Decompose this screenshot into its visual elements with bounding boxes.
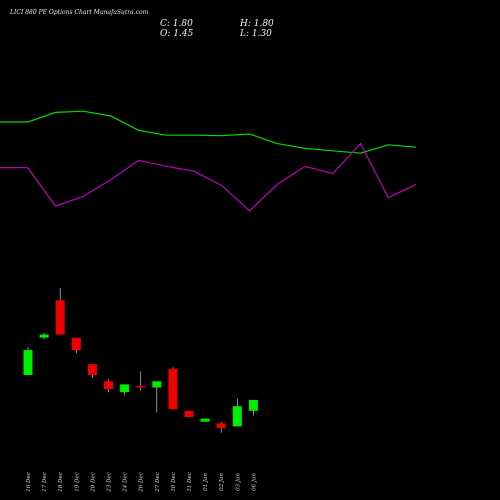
date-label: 06 Jan — [251, 473, 257, 491]
candle-body — [87, 364, 97, 375]
candle-body — [120, 384, 130, 393]
candle-body — [200, 418, 210, 422]
date-label: 27 Dec — [155, 472, 161, 493]
candle-body — [184, 410, 194, 417]
indicator-lines — [0, 110, 417, 212]
date-label: 18 Dec — [58, 472, 64, 492]
date-label: 19 Dec — [74, 472, 80, 492]
candle — [120, 384, 130, 396]
candle — [87, 364, 97, 379]
candle — [184, 410, 194, 418]
candle-body — [232, 406, 242, 427]
date-label: 26 Dec — [139, 472, 145, 493]
date-label: 24 Dec — [123, 472, 129, 493]
candle-body — [248, 399, 258, 411]
candle — [168, 367, 178, 410]
date-label: 20 Dec — [90, 472, 96, 493]
candle — [71, 337, 81, 354]
date-label: 30 Dec — [171, 472, 177, 492]
candle-body — [71, 337, 81, 351]
indicator-line-2 — [0, 142, 417, 212]
date-label: 16 Dec — [26, 472, 32, 492]
candle — [39, 333, 49, 340]
date-label: 02 Jan — [219, 473, 225, 491]
candle-body — [216, 423, 226, 428]
indicator-line-1 — [0, 110, 417, 154]
date-label: 03 Jan — [235, 473, 241, 491]
candle — [200, 418, 210, 422]
candle-body — [104, 381, 113, 390]
date-label: 17 Dec — [42, 472, 48, 492]
ohlc-low: L: 1.30 — [240, 29, 272, 39]
candle-body — [23, 350, 33, 375]
candle — [23, 347, 33, 375]
candlesticks — [23, 287, 258, 433]
date-label: 01 Jan — [203, 473, 209, 491]
candle-body — [152, 381, 162, 388]
ohlc-open: O: 1.45 — [160, 29, 194, 39]
candle — [152, 381, 162, 413]
candle — [216, 421, 226, 433]
candle-body — [55, 300, 65, 335]
candle-body — [136, 385, 146, 388]
ohlc-close: C: 1.80 — [160, 19, 193, 29]
date-labels: 16 Dec 17 Dec 18 Dec 19 Dec 20 Dec 23 Dec 24 D… — [26, 472, 257, 493]
candle — [248, 399, 258, 416]
candle — [104, 379, 113, 393]
candle-body — [39, 334, 49, 338]
candle — [55, 287, 65, 335]
chart-title: LICI 880 PE Options Chart MunafaSutra.co… — [10, 9, 149, 16]
date-label: 31 Dec — [187, 472, 193, 492]
candle — [136, 371, 146, 391]
candle-body — [168, 368, 178, 410]
candle — [232, 398, 242, 427]
date-label: 23 Dec — [107, 472, 113, 493]
ohlc-high: H: 1.80 — [240, 19, 274, 29]
